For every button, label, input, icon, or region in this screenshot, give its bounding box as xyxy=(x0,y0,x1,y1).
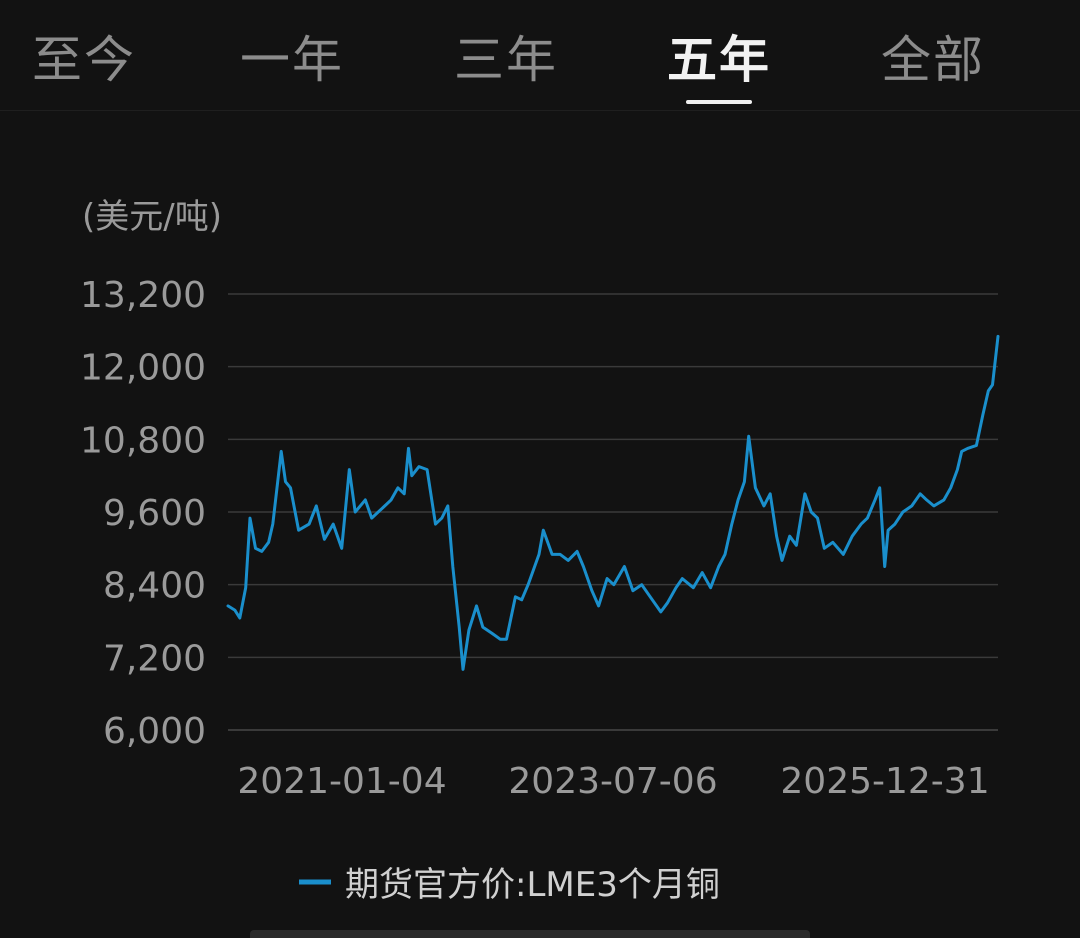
tab-five-years[interactable]: 五年 xyxy=(667,31,771,89)
tab-to-date[interactable]: 至今 xyxy=(32,31,136,89)
x-tick-label: 2025-12-31 xyxy=(780,761,989,802)
series-layer xyxy=(226,334,1000,671)
y-tick-label: 8,400 xyxy=(103,566,206,607)
y-tick-label: 10,800 xyxy=(80,420,206,461)
series-line-lme-copper xyxy=(226,334,1000,671)
legend-label: 期货官方价:LME3个月铜 xyxy=(345,865,720,905)
x-tick-label: 2021-01-04 xyxy=(237,761,446,802)
y-tick-label: 12,000 xyxy=(80,348,206,389)
y-tick-label: 6,000 xyxy=(103,711,206,752)
active-tab-indicator xyxy=(686,100,752,104)
tab-all[interactable]: 全部 xyxy=(881,31,985,89)
y-tick-label: 13,200 xyxy=(80,275,206,316)
tab-three-years[interactable]: 三年 xyxy=(454,31,558,89)
bottom-sheet-edge xyxy=(250,930,810,938)
x-axis-ticks: 2021-01-04 2023-07-06 2025-12-31 xyxy=(237,761,989,802)
y-tick-label: 7,200 xyxy=(103,638,206,679)
y-axis-ticks: 6,000 7,200 8,400 9,600 10,800 12,000 13,200 xyxy=(80,275,206,752)
chart-legend: 期货官方价:LME3个月铜 xyxy=(299,865,720,905)
y-unit-label: (美元/吨) xyxy=(82,197,222,237)
period-tab-bar: 至今 一年 三年 五年 全部 xyxy=(0,0,1080,111)
x-tick-label: 2023-07-06 xyxy=(508,761,717,802)
tab-one-year[interactable]: 一年 xyxy=(240,31,344,89)
y-tick-label: 9,600 xyxy=(103,493,206,534)
